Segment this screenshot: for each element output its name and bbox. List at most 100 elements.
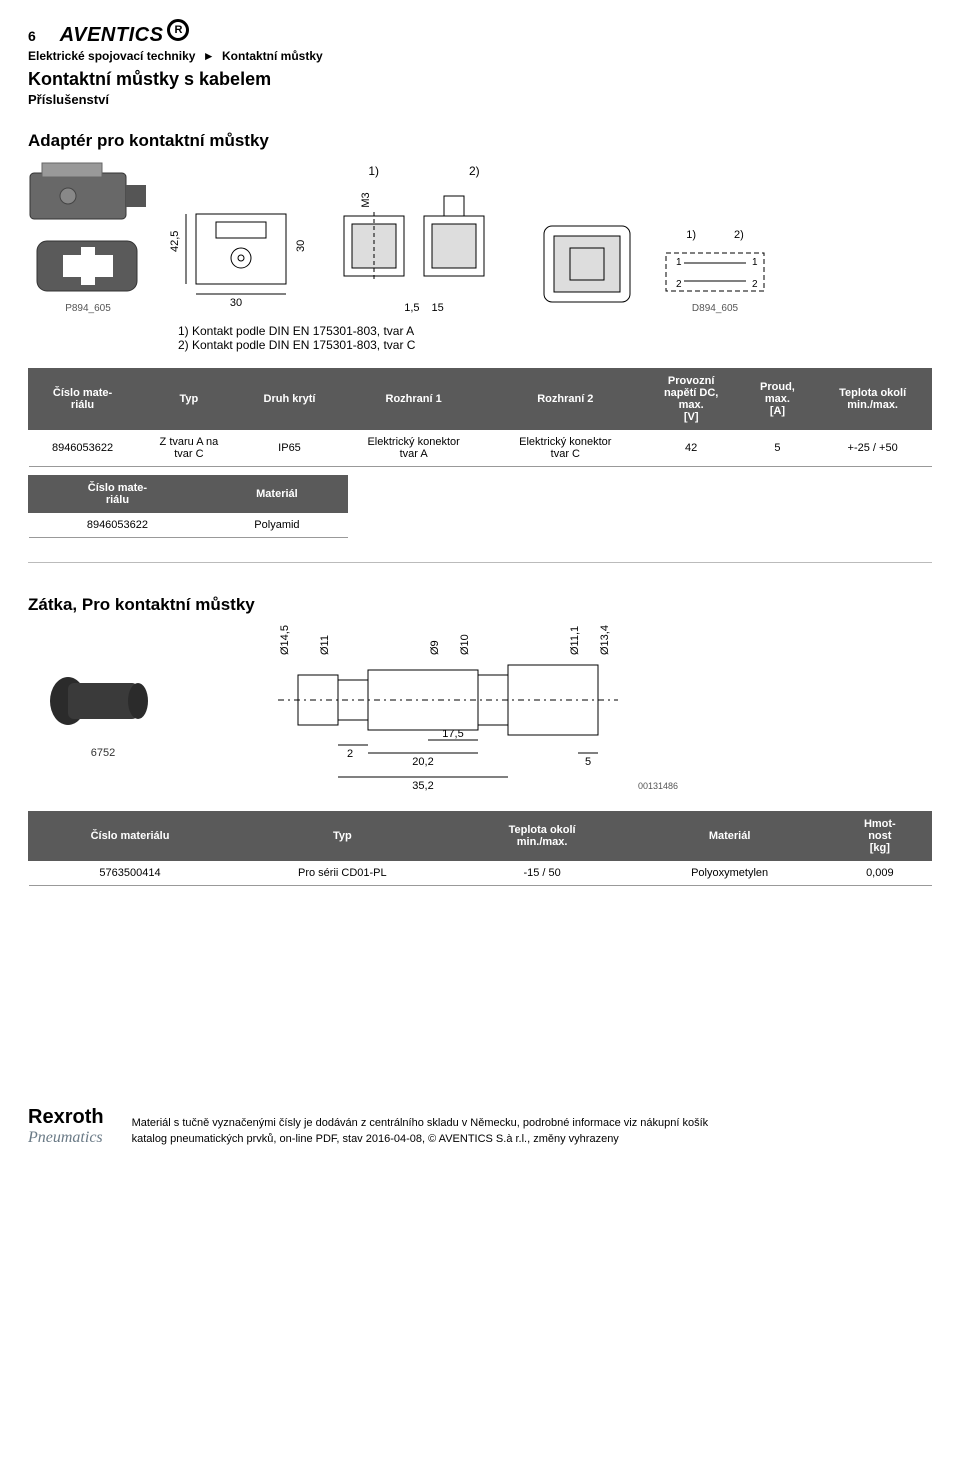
adapter-table: Číslo mate- riálu Typ Druh krytí Rozhran…: [28, 368, 932, 467]
th-r1: Rozhraní 1: [338, 369, 490, 430]
adapter-front-view: 1) 2) M3 1,5 15: [334, 164, 514, 314]
svg-text:00131486: 00131486: [638, 781, 678, 791]
divider: [28, 562, 932, 563]
chevron-right-icon: ►: [203, 49, 215, 63]
plug-photo-icon: [28, 661, 178, 741]
td-mat: 8946053622: [29, 430, 137, 467]
adapter-dim-gap1: 1,5: [404, 302, 419, 314]
svg-text:Ø13,4: Ø13,4: [599, 625, 611, 655]
th-r2: Rozhraní 2: [489, 369, 641, 430]
footer-pneumatics: Pneumatics: [28, 1129, 104, 1147]
th-curr: Proud, max. [A]: [741, 369, 814, 430]
footer-rexroth: Rexroth: [28, 1106, 104, 1129]
adapter-photo-top-icon: [28, 161, 148, 231]
plug-figures: 6752 Ø14,5 Ø11 Ø9 Ø10 Ø11,1 Ø13,4 2 17,5…: [28, 625, 932, 795]
right-callout-1: 1): [686, 229, 696, 241]
td-curr: 5: [741, 430, 814, 467]
adapter-photo-col: P894_605: [28, 161, 148, 314]
th-kryti: Druh krytí: [241, 369, 338, 430]
td-r2: Elektrický konektor tvar C: [489, 430, 641, 467]
plug-table: Číslo materiálu Typ Teplota okolí min./m…: [28, 811, 932, 886]
th-mat: Číslo mate- riálu: [29, 369, 137, 430]
adapter-side-view: 42,5 30 30: [166, 194, 316, 314]
footer-text: Materiál s tučně vyznačenými čísly je do…: [132, 1116, 709, 1147]
footer-line-2: katalog pneumatických prvků, on-line PDF…: [132, 1132, 709, 1147]
adapter-heading: Adaptér pro kontaktní můstky: [28, 131, 932, 151]
td-kryti: IP65: [241, 430, 338, 467]
adapter-pin-view: 1) 2) 1 1 2 2 D894_605: [660, 229, 770, 314]
page-title: Kontaktní můstky s kabelem: [28, 69, 932, 90]
adapter-photo-bottom-icon: [33, 237, 143, 297]
svg-text:2: 2: [347, 748, 353, 760]
td-mat2: 8946053622: [29, 513, 207, 538]
adapter-side-drawing: 42,5 30 30: [166, 194, 316, 314]
td-temp: +-25 / +50: [814, 430, 932, 467]
td-volt: 42: [641, 430, 741, 467]
brand-badge-icon: R: [167, 19, 189, 41]
svg-text:1: 1: [752, 257, 758, 268]
th-pmaterial: Materiál: [631, 812, 828, 861]
svg-text:20,2: 20,2: [412, 756, 433, 768]
table-row: 8946053622 Polyamid: [29, 513, 348, 538]
th-pmat: Číslo materiálu: [29, 812, 232, 861]
th-volt: Provozní napětí DC, max. [V]: [641, 369, 741, 430]
svg-text:1: 1: [676, 257, 682, 268]
svg-text:2: 2: [752, 279, 758, 290]
header: 6 AVENTICS R: [28, 24, 932, 47]
th-typ: Typ: [137, 369, 242, 430]
adapter-pin-drawing: 1 1 2 2: [660, 247, 770, 297]
td-pweight: 0,009: [828, 861, 931, 886]
th-ptyp: Typ: [232, 812, 454, 861]
th-temp: Teplota okolí min./max.: [814, 369, 932, 430]
table-row: 8946053622 Z tvaru A na tvar C IP65 Elek…: [29, 430, 932, 467]
callout-1: 1): [368, 164, 379, 178]
svg-text:30: 30: [295, 240, 307, 252]
svg-text:M3: M3: [360, 192, 372, 207]
breadcrumb-a: Elektrické spojovací techniky: [28, 49, 195, 63]
adapter-top-view: [532, 214, 642, 314]
svg-text:30: 30: [230, 297, 242, 309]
brand-text: AVENTICS: [60, 24, 164, 47]
th-ptemp: Teplota okolí min./max.: [453, 812, 631, 861]
plug-drawing: Ø14,5 Ø11 Ø9 Ø10 Ø11,1 Ø13,4 2 17,5 20,2…: [238, 625, 678, 795]
callout-2: 2): [469, 164, 480, 178]
table-row: 5763500414 Pro sérii CD01-PL -15 / 50 Po…: [29, 861, 932, 886]
td-material: Polyamid: [206, 513, 347, 538]
td-pmaterial: Polyoxymetylen: [631, 861, 828, 886]
footer-line-1: Materiál s tučně vyznačenými čísly je do…: [132, 1116, 709, 1131]
svg-text:Ø11,1: Ø11,1: [569, 626, 581, 655]
svg-text:Ø11: Ø11: [319, 635, 331, 655]
adapter-right-code: D894_605: [692, 303, 738, 314]
page-subtitle: Příslušenství: [28, 92, 932, 107]
svg-text:Ø10: Ø10: [459, 634, 471, 655]
adapter-note-1: 1) Kontakt podle DIN EN 175301-803, tvar…: [178, 324, 932, 338]
adapter-dim-gap2: 15: [432, 302, 444, 314]
adapter-left-code: P894_605: [65, 303, 111, 314]
adapter-note-2: 2) Kontakt podle DIN EN 175301-803, tvar…: [178, 338, 932, 352]
adapter-material-table: Číslo mate- riálu Materiál 8946053622 Po…: [28, 475, 348, 538]
plug-dimension-drawing: Ø14,5 Ø11 Ø9 Ø10 Ø11,1 Ø13,4 2 17,5 20,2…: [238, 625, 678, 795]
svg-text:42,5: 42,5: [169, 231, 181, 252]
adapter-notes: 1) Kontakt podle DIN EN 175301-803, tvar…: [178, 324, 932, 352]
th-material: Materiál: [206, 476, 347, 513]
svg-text:Ø14,5: Ø14,5: [279, 625, 291, 655]
plug-photo-code: 6752: [91, 747, 115, 759]
footer: Rexroth Pneumatics Materiál s tučně vyzn…: [28, 1106, 932, 1147]
td-typ: Z tvaru A na tvar C: [137, 430, 242, 467]
adapter-front-drawing: M3: [334, 186, 514, 296]
page-number: 6: [28, 28, 36, 44]
footer-logo: Rexroth Pneumatics: [28, 1106, 104, 1147]
svg-text:2: 2: [676, 279, 682, 290]
breadcrumb: Elektrické spojovací techniky ► Kontaktn…: [28, 49, 932, 63]
td-ptemp: -15 / 50: [453, 861, 631, 886]
th-pweight: Hmot- nost [kg]: [828, 812, 931, 861]
svg-text:Ø9: Ø9: [429, 640, 441, 655]
plug-heading: Zátka, Pro kontaktní můstky: [28, 595, 932, 615]
brand-logo: AVENTICS R: [60, 24, 190, 47]
plug-photo: 6752: [28, 661, 178, 759]
td-pmat: 5763500414: [29, 861, 232, 886]
th-mat2: Číslo mate- riálu: [29, 476, 207, 513]
td-r1: Elektrický konektor tvar A: [338, 430, 490, 467]
td-ptyp: Pro sérii CD01-PL: [232, 861, 454, 886]
breadcrumb-b: Kontaktní můstky: [222, 49, 323, 63]
